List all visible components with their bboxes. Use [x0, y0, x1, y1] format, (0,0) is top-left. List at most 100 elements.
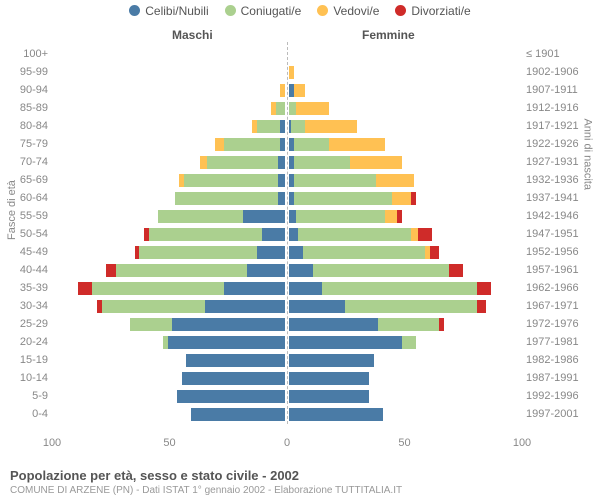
- bar-segment: [418, 228, 432, 241]
- bar-segment: [411, 192, 416, 205]
- age-label: 75-79: [4, 136, 48, 153]
- bar-segment: [411, 228, 418, 241]
- bar-segment: [224, 282, 285, 295]
- bar-segment: [291, 120, 305, 133]
- age-row: 30-341967-1971: [52, 298, 522, 315]
- birth-year-label: 1907-1911: [526, 82, 592, 99]
- age-label: 85-89: [4, 100, 48, 117]
- bar-m: [158, 210, 287, 223]
- bar-segment: [289, 354, 374, 367]
- age-label: 5-9: [4, 388, 48, 405]
- bar-segment: [289, 246, 303, 259]
- age-row: 40-441957-1961: [52, 262, 522, 279]
- bar-m: [130, 318, 287, 331]
- bar-segment: [182, 372, 285, 385]
- age-row: 85-891912-1916: [52, 100, 522, 117]
- bar-segment: [298, 228, 411, 241]
- bar-segment: [289, 282, 322, 295]
- bar-m: [97, 300, 287, 313]
- birth-year-label: 1947-1951: [526, 226, 592, 243]
- bar-segment: [186, 354, 285, 367]
- bar-segment: [289, 66, 294, 79]
- bar-segment: [402, 336, 416, 349]
- female-column-label: Femmine: [362, 28, 415, 42]
- age-label: 55-59: [4, 208, 48, 225]
- bar-segment: [175, 192, 278, 205]
- bar-f: [287, 336, 416, 349]
- bar-segment: [294, 192, 393, 205]
- bar-segment: [184, 174, 278, 187]
- x-tick: 50: [163, 437, 175, 449]
- age-label: 35-39: [4, 280, 48, 297]
- birth-year-label: 1917-1921: [526, 118, 592, 135]
- x-tick: 0: [284, 437, 290, 449]
- age-row: 15-191982-1986: [52, 352, 522, 369]
- bar-m: [177, 390, 287, 403]
- plot-area: Maschi Femmine 100+≤ 190195-991902-19069…: [52, 28, 522, 448]
- footer-title: Popolazione per età, sesso e stato civil…: [10, 468, 590, 483]
- bar-f: [287, 228, 432, 241]
- age-row: 50-541947-1951: [52, 226, 522, 243]
- bar-segment: [280, 138, 285, 151]
- bar-segment: [289, 408, 383, 421]
- age-row: 90-941907-1911: [52, 82, 522, 99]
- bar-segment: [449, 264, 463, 277]
- age-label: 65-69: [4, 172, 48, 189]
- bar-f: [287, 210, 402, 223]
- bar-m: [135, 246, 287, 259]
- x-tick: 50: [398, 437, 410, 449]
- bar-segment: [205, 300, 285, 313]
- bar-segment: [313, 264, 449, 277]
- birth-year-label: 1972-1976: [526, 316, 592, 333]
- age-row: 0-41997-2001: [52, 406, 522, 423]
- bar-f: [287, 156, 402, 169]
- bar-segment: [280, 84, 285, 97]
- bar-segment: [303, 246, 425, 259]
- male-column-label: Maschi: [172, 28, 213, 42]
- age-row: 60-641937-1941: [52, 190, 522, 207]
- age-label: 15-19: [4, 352, 48, 369]
- age-label: 70-74: [4, 154, 48, 171]
- age-label: 100+: [4, 46, 48, 63]
- age-label: 90-94: [4, 82, 48, 99]
- bar-segment: [280, 120, 285, 133]
- bar-segment: [243, 210, 285, 223]
- age-label: 30-34: [4, 298, 48, 315]
- birth-year-label: 1962-1966: [526, 280, 592, 297]
- age-row: 20-241977-1981: [52, 334, 522, 351]
- bar-f: [287, 354, 374, 367]
- bar-segment: [158, 210, 243, 223]
- bar-segment: [168, 336, 286, 349]
- age-row: 10-141987-1991: [52, 370, 522, 387]
- legend-item: Vedovi/e: [317, 4, 379, 18]
- bar-segment: [207, 156, 278, 169]
- bar-segment: [224, 138, 280, 151]
- bar-segment: [350, 156, 402, 169]
- birth-year-label: 1952-1956: [526, 244, 592, 261]
- bar-f: [287, 120, 357, 133]
- age-row: 75-791922-1926: [52, 136, 522, 153]
- age-row: 70-741927-1931: [52, 154, 522, 171]
- bar-f: [287, 372, 369, 385]
- bar-m: [252, 120, 287, 133]
- bar-f: [287, 66, 294, 79]
- bar-f: [287, 192, 416, 205]
- bar-segment: [191, 408, 285, 421]
- bar-m: [271, 102, 287, 115]
- bar-m: [182, 372, 287, 385]
- bar-segment: [294, 156, 350, 169]
- bar-m: [280, 84, 287, 97]
- legend-item: Celibi/Nubili: [129, 4, 208, 18]
- bar-segment: [289, 336, 402, 349]
- bar-segment: [430, 246, 439, 259]
- pyramid-chart: Celibi/NubiliConiugati/eVedovi/eDivorzia…: [0, 0, 600, 500]
- bar-f: [287, 138, 385, 151]
- bar-segment: [116, 264, 248, 277]
- bar-segment: [149, 228, 262, 241]
- bar-segment: [294, 138, 329, 151]
- bar-m: [191, 408, 287, 421]
- birth-year-label: 1902-1906: [526, 64, 592, 81]
- bar-segment: [376, 174, 414, 187]
- bar-m: [215, 138, 287, 151]
- bar-f: [287, 174, 414, 187]
